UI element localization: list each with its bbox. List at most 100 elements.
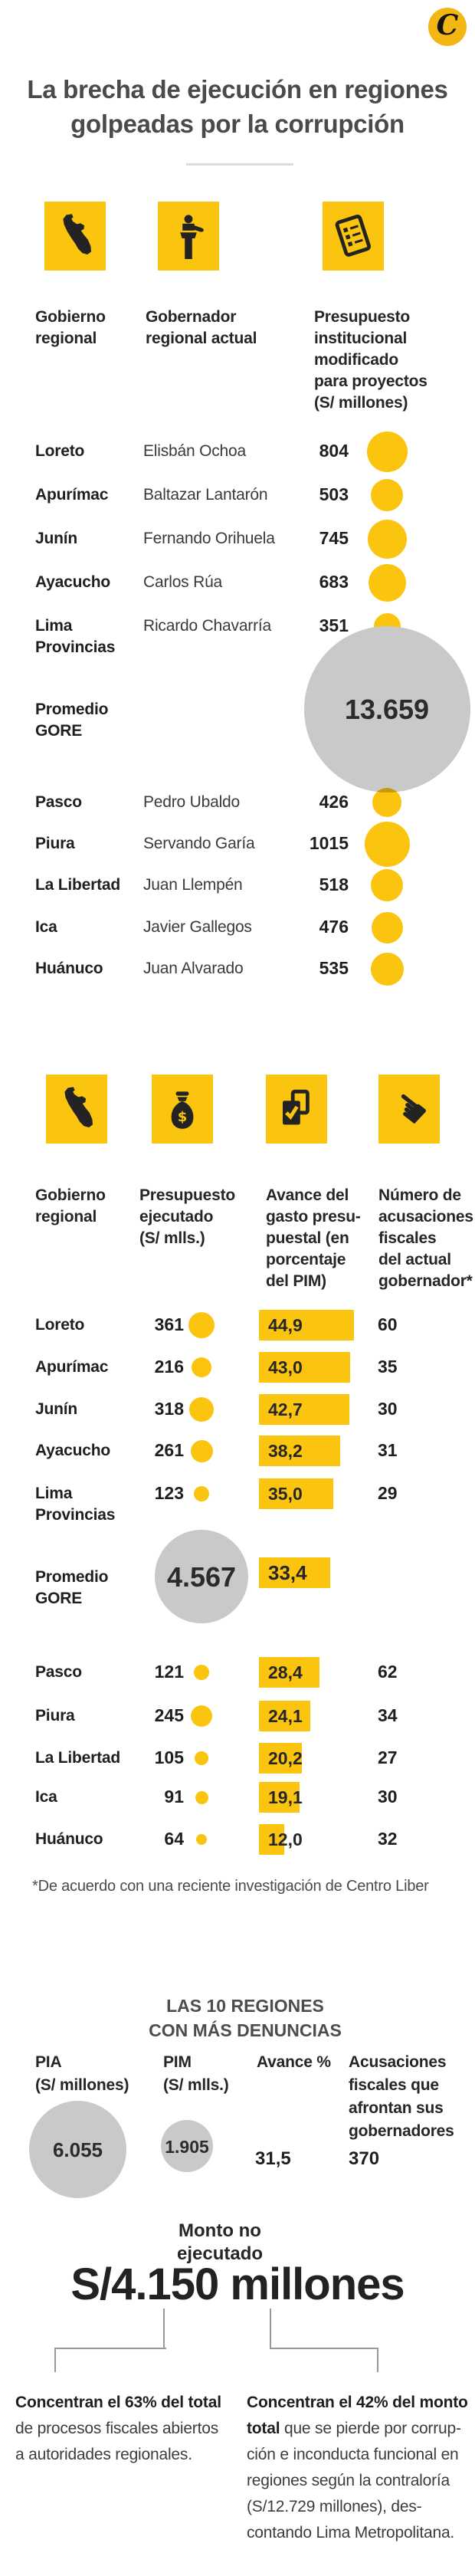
governor-name: Servando Garía xyxy=(143,835,255,852)
svg-text:$: $ xyxy=(178,1109,188,1125)
avance-bar xyxy=(259,1824,284,1855)
ejecutado-value: 318 xyxy=(154,1399,184,1419)
acusaciones-count: 34 xyxy=(378,1705,398,1725)
money-bag-icon: $ xyxy=(171,1091,194,1129)
monto-amount: S/4.150 millones xyxy=(70,2259,405,2309)
acusaciones-count: 30 xyxy=(378,1399,398,1419)
acusaciones-count: 31 xyxy=(378,1440,398,1460)
summary-column-header: PIM (S/ mlls.) xyxy=(163,2053,229,2094)
value-bubble xyxy=(371,911,403,943)
avance-value: 43,0 xyxy=(268,1357,303,1377)
pointing-hand-icon: ☚ xyxy=(381,1080,437,1138)
acusaciones-count: 30 xyxy=(378,1787,398,1806)
governor-name: Fernando Orihuela xyxy=(143,530,275,547)
governor-name: Javier Gallegos xyxy=(143,918,252,936)
region-label: Lima Provincias xyxy=(35,617,116,656)
promedio-bubble xyxy=(155,1530,248,1623)
ejecutado-value: 245 xyxy=(154,1705,184,1725)
pim-value: 476 xyxy=(319,917,349,937)
budget-document-icon xyxy=(335,215,371,257)
header-tile: $ xyxy=(152,1075,213,1144)
note-line: regiones según la contraloría xyxy=(247,2472,450,2489)
region-label: La Libertad xyxy=(35,876,120,894)
governor-name: Pedro Ubaldo xyxy=(143,793,241,811)
value-bubble xyxy=(190,1439,213,1462)
avance-bar xyxy=(259,1701,310,1731)
pim-value: 1.905 xyxy=(165,2137,209,2157)
note-line: de procesos fiscales abiertos xyxy=(15,2420,219,2437)
header-tile xyxy=(46,1075,107,1144)
header-tile xyxy=(323,202,384,271)
value-bubble xyxy=(194,1665,209,1680)
promedio-value: 13.659 xyxy=(344,694,430,725)
value-bubble xyxy=(368,563,406,602)
acusaciones-count: 27 xyxy=(378,1747,398,1767)
promedio-bubble xyxy=(28,2100,126,2198)
value-bubble xyxy=(370,952,404,986)
ejecutado-value: 64 xyxy=(164,1829,184,1849)
bracket-left xyxy=(54,2348,166,2372)
column-header: Avance del gasto presu- puestal (en porc… xyxy=(266,1186,361,1290)
promedio-bubble xyxy=(303,625,470,792)
acusaciones-count: 62 xyxy=(378,1662,398,1682)
pim-value: 351 xyxy=(319,615,349,635)
column-header: Gobierno regional xyxy=(35,308,106,347)
page-title: La brecha de ejecución en regiones golpe… xyxy=(0,72,475,141)
avance-value: 44,9 xyxy=(268,1315,303,1335)
avance-bar xyxy=(259,1657,319,1688)
peru-map-icon xyxy=(63,214,91,254)
avance-bar xyxy=(259,1394,349,1425)
region-label: Ayacucho xyxy=(35,573,110,591)
note-line: ción e inconducta funcional en xyxy=(247,2446,459,2463)
monto-label: Monto no ejecutado xyxy=(176,2220,264,2264)
region-label: Junín xyxy=(35,530,77,547)
value-bubble xyxy=(188,1312,215,1338)
page-title-line2: golpeadas por la corrupción xyxy=(70,110,405,138)
summary-title: LAS 10 REGIONES CON MÁS DENUNCIAS xyxy=(149,1996,342,2040)
page-title-line1: La brecha de ejecución en regiones xyxy=(27,75,448,103)
el-comercio-logo: C xyxy=(428,8,467,46)
value-bubble xyxy=(367,519,407,559)
bracket-right-stub xyxy=(270,2309,273,2348)
region-label: Ica xyxy=(35,918,57,936)
value-bubble xyxy=(196,1834,207,1845)
region-label: Loreto xyxy=(35,1316,85,1334)
value-bubble xyxy=(372,788,401,817)
value-bubble xyxy=(194,1486,209,1501)
avance-bar xyxy=(259,1310,354,1341)
avance-value: 42,7 xyxy=(268,1400,303,1419)
avance-bar xyxy=(259,1478,333,1509)
governor-name: Carlos Rúa xyxy=(143,573,223,591)
summary-column-header: PIA (S/ millones) xyxy=(35,2053,129,2094)
acusaciones-count: 60 xyxy=(378,1314,398,1334)
note-line: Concentran el 42% del monto xyxy=(247,2394,468,2411)
value-bubble xyxy=(195,1751,208,1765)
avance-value: 20,2 xyxy=(268,1748,303,1768)
region-label: Pasco xyxy=(35,793,82,811)
note-left: Concentran el 63% del total de procesos f… xyxy=(15,2390,238,2468)
promedio-bubble xyxy=(161,2120,213,2172)
pim-value: 804 xyxy=(319,441,349,461)
column-header: Presupuesto institucional modificado par… xyxy=(314,308,428,412)
region-label: Loreto xyxy=(35,442,85,460)
header-tile xyxy=(266,1075,327,1144)
note-line: Concentran el 63% del total xyxy=(15,2394,221,2411)
governor-name: Juan Alvarado xyxy=(143,960,244,977)
value-bubble xyxy=(189,1397,214,1422)
region-label: La Libertad xyxy=(35,1749,120,1767)
value-bubble xyxy=(366,431,408,472)
avance-total: 31,5 xyxy=(255,2148,291,2169)
ejecutado-value: 216 xyxy=(154,1357,184,1377)
avance-bar xyxy=(259,1557,330,1588)
note-line: total que se pierde por corrup- xyxy=(247,2420,461,2437)
acusaciones-count: 32 xyxy=(378,1829,398,1849)
column-header: Presupuesto ejecutado (S/ mlls.) xyxy=(139,1186,235,1247)
note-right: Concentran el 42% del monto total que se … xyxy=(247,2390,470,2546)
promedio-label: Promedio GORE xyxy=(35,1568,109,1607)
summary-column-header: Acusaciones fiscales que afrontan sus go… xyxy=(349,2053,454,2140)
avance-value: 12,0 xyxy=(268,1829,303,1849)
ejecutado-value: 261 xyxy=(154,1440,184,1460)
value-bubble xyxy=(195,1790,208,1804)
el-comercio-logo-letter: C xyxy=(436,9,459,41)
region-label: Junín xyxy=(35,1400,77,1418)
